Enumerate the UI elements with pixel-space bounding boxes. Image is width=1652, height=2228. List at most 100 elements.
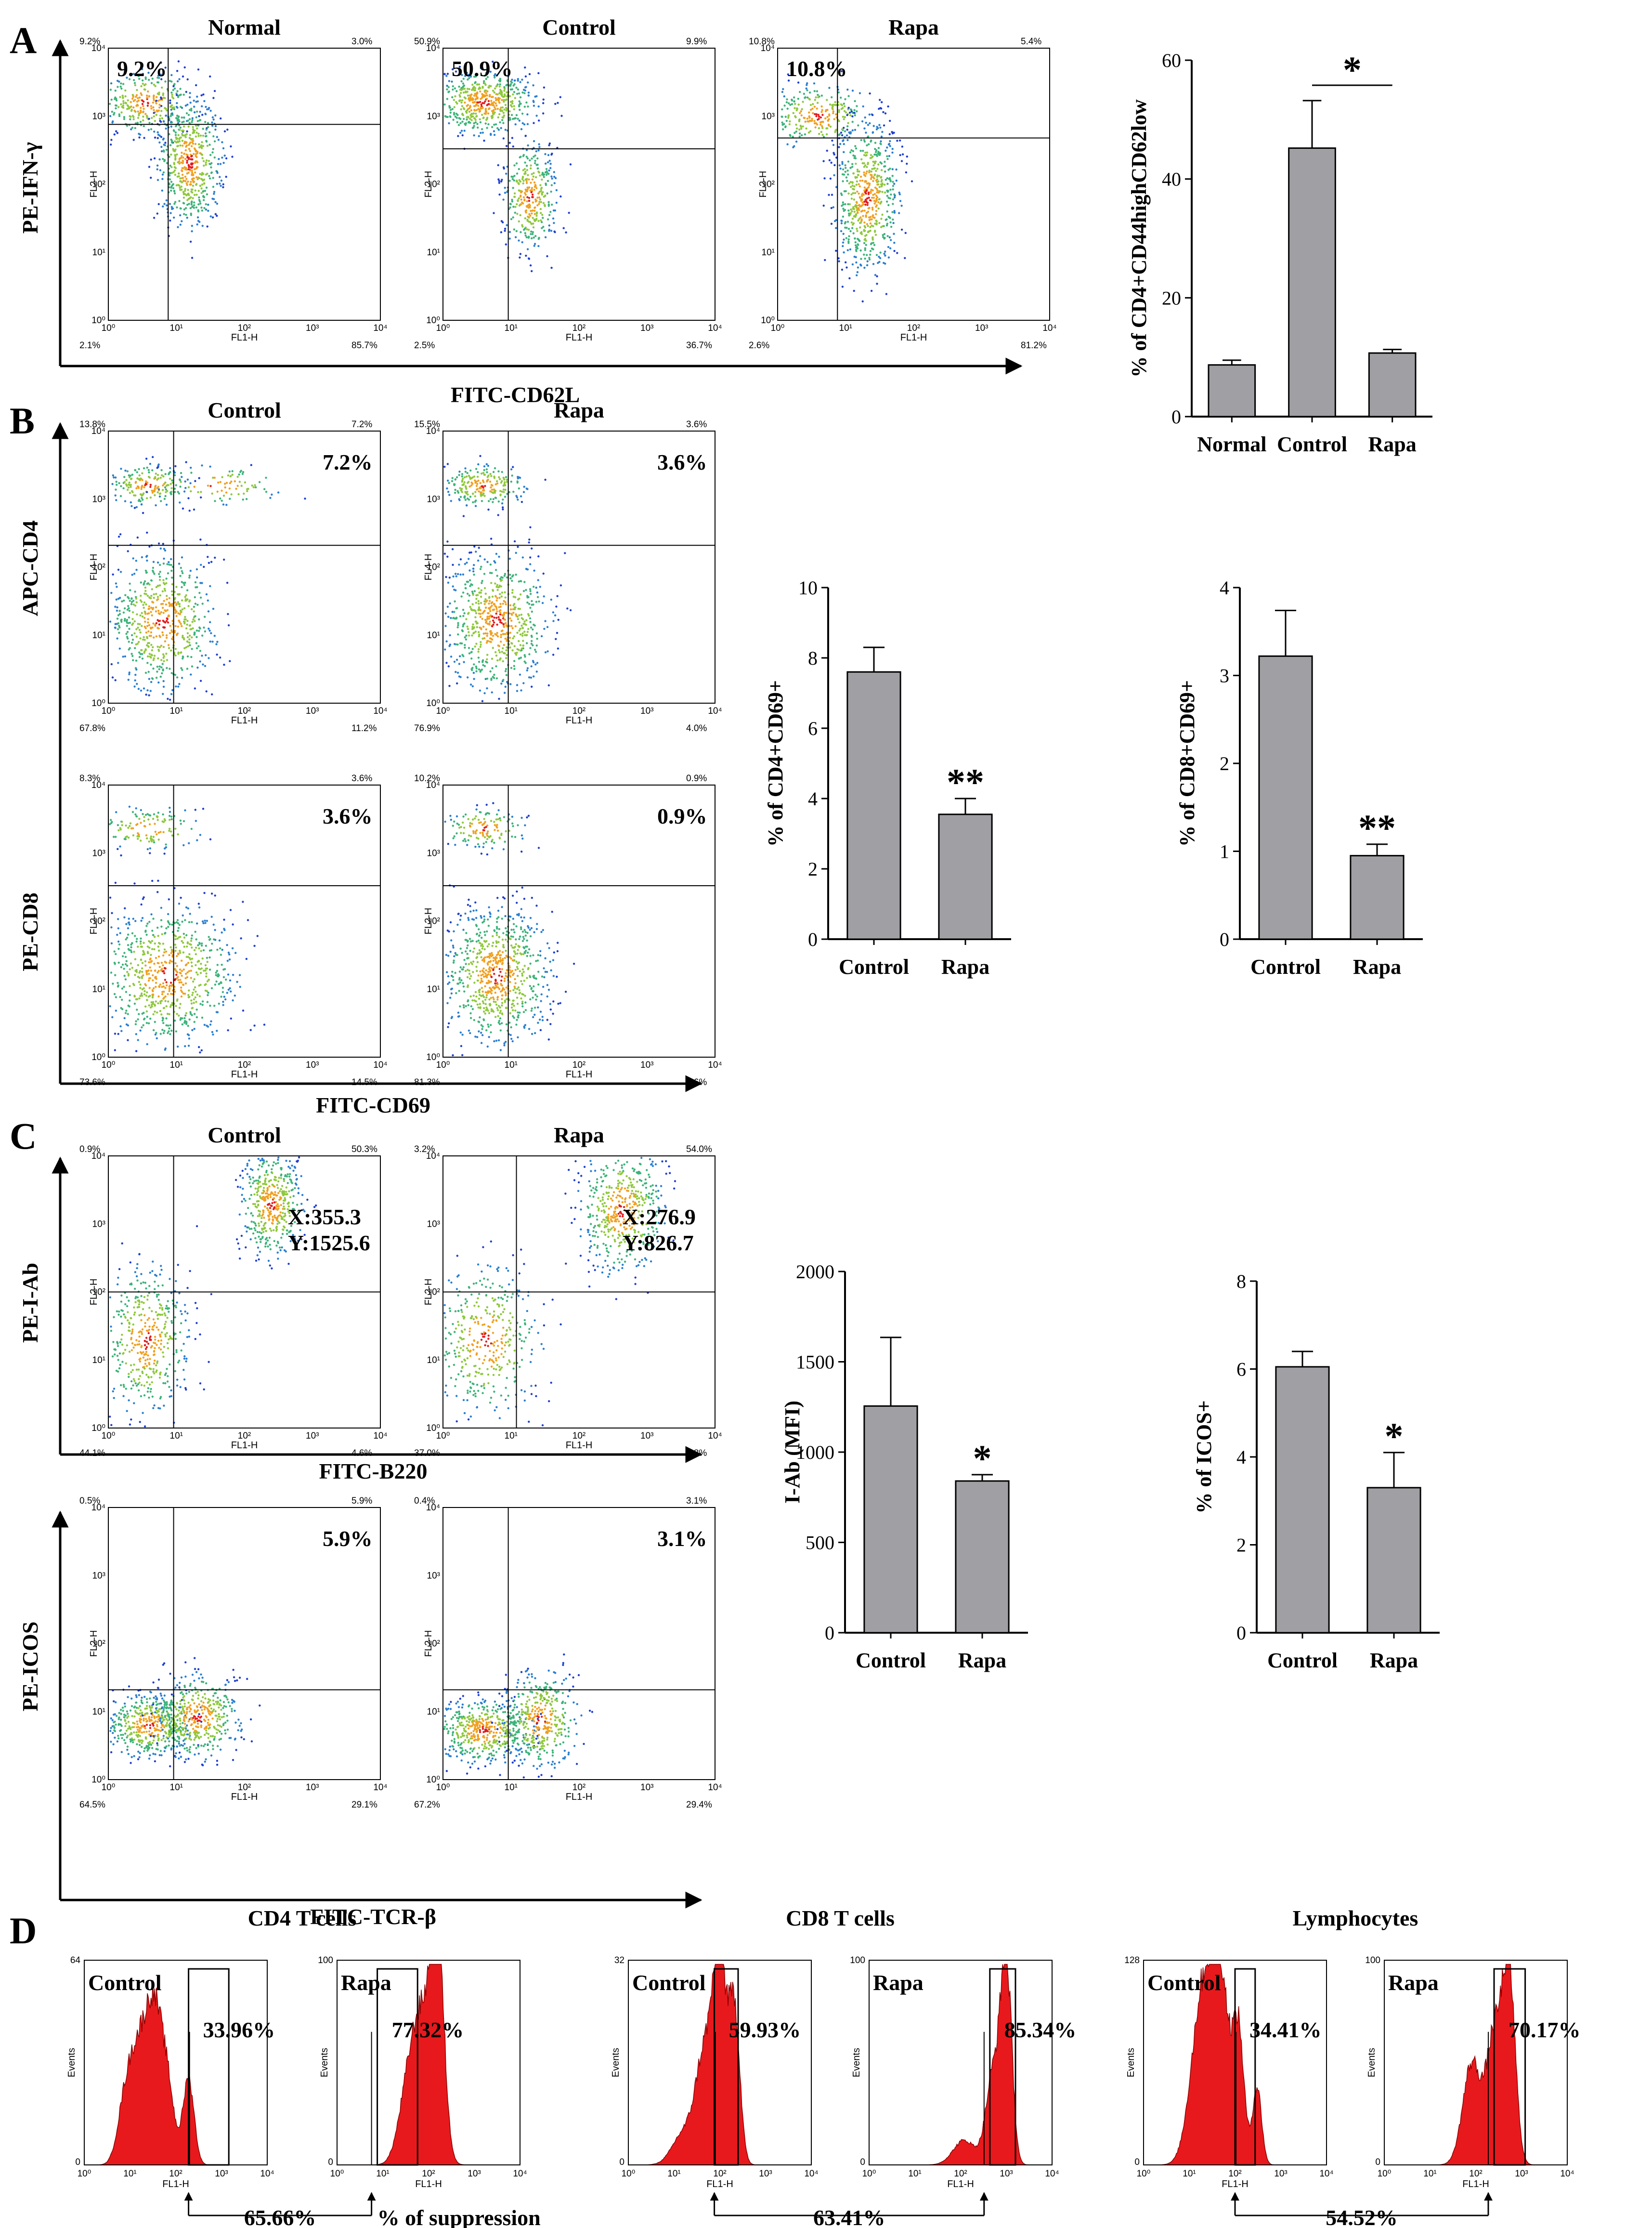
event-dot xyxy=(177,60,180,63)
event-dot xyxy=(870,289,873,292)
event-dot xyxy=(117,598,120,600)
event-dot xyxy=(169,819,171,821)
event-dot xyxy=(869,222,872,225)
event-dot xyxy=(529,617,532,620)
event-dot xyxy=(484,485,486,487)
event-dot xyxy=(181,155,183,157)
dot-cloud xyxy=(108,60,234,259)
event-dot xyxy=(179,129,181,131)
event-dot xyxy=(479,118,481,120)
event-dot xyxy=(210,632,212,634)
event-dot xyxy=(189,166,192,169)
corner-pct-tl: 50.9% xyxy=(414,37,440,47)
event-dot xyxy=(149,463,152,465)
event-dot xyxy=(546,161,549,164)
event-dot xyxy=(130,597,133,600)
event-dot xyxy=(517,200,519,202)
event-dot xyxy=(129,822,132,825)
event-dot xyxy=(213,476,216,479)
event-dot xyxy=(842,116,845,118)
event-dot xyxy=(532,217,534,219)
event-dot xyxy=(154,136,156,139)
event-dot xyxy=(465,475,468,478)
event-dot xyxy=(174,148,177,151)
event-dot xyxy=(513,192,516,195)
event-dot xyxy=(494,111,496,114)
event-dot xyxy=(490,475,493,477)
event-dot xyxy=(525,149,528,151)
event-dot xyxy=(115,598,117,601)
event-dot xyxy=(463,496,466,498)
event-dot xyxy=(109,819,112,821)
event-dot xyxy=(169,491,172,494)
event-dot xyxy=(238,481,241,483)
event-dot xyxy=(477,648,480,651)
event-dot xyxy=(475,481,477,483)
event-dot xyxy=(181,974,183,977)
event-dot xyxy=(194,620,196,622)
event-dot xyxy=(166,617,168,620)
event-dot xyxy=(491,615,494,618)
event-dot xyxy=(505,145,508,147)
event-dot xyxy=(533,624,536,627)
corner-pct-tr: 9.9% xyxy=(686,37,707,47)
event-dot xyxy=(148,79,150,81)
event-dot xyxy=(471,685,474,688)
event-dot xyxy=(147,469,150,472)
event-dot xyxy=(877,147,880,149)
event-dot xyxy=(182,655,184,658)
event-dot xyxy=(192,177,194,180)
event-dot xyxy=(169,807,171,809)
event-dot xyxy=(859,180,861,182)
event-dot xyxy=(148,977,151,980)
event-dot xyxy=(446,555,449,558)
event-dot xyxy=(482,488,485,491)
event-dot xyxy=(833,220,836,223)
event-dot xyxy=(208,163,211,165)
event-dot xyxy=(223,154,226,157)
event-dot xyxy=(530,223,533,225)
event-dot xyxy=(147,582,149,585)
event-dot xyxy=(506,493,508,495)
y-tick-label: 10⁴ xyxy=(91,43,105,53)
event-dot xyxy=(881,101,883,104)
event-dot xyxy=(870,154,872,157)
event-dot xyxy=(532,661,535,664)
event-dot xyxy=(212,118,215,121)
event-dot xyxy=(518,119,521,122)
event-dot xyxy=(185,461,187,463)
event-dot xyxy=(475,602,478,604)
event-dot xyxy=(885,219,887,221)
event-dot xyxy=(521,79,523,81)
event-dot xyxy=(860,218,863,221)
event-dot xyxy=(448,685,451,687)
event-dot xyxy=(858,204,860,207)
event-dot xyxy=(489,94,491,96)
event-dot xyxy=(201,464,203,467)
event-dot xyxy=(880,135,883,138)
event-dot xyxy=(505,603,507,605)
event-dot xyxy=(491,116,494,118)
event-dot xyxy=(881,191,884,193)
event-dot xyxy=(153,115,155,118)
event-dot xyxy=(478,668,481,671)
event-dot xyxy=(519,593,522,596)
event-dot xyxy=(524,66,526,69)
event-dot xyxy=(876,176,879,178)
event-dot xyxy=(533,213,536,215)
event-dot xyxy=(829,103,832,106)
event-dot xyxy=(499,89,502,91)
event-dot xyxy=(469,683,472,686)
event-dot xyxy=(199,660,201,663)
event-dot xyxy=(471,584,473,586)
event-dot xyxy=(800,126,802,128)
event-dot xyxy=(887,204,890,207)
event-dot xyxy=(201,224,204,227)
event-dot xyxy=(204,989,207,992)
event-dot xyxy=(492,492,494,494)
event-dot xyxy=(495,599,498,602)
event-dot xyxy=(210,561,213,563)
event-dot xyxy=(158,573,160,576)
event-dot xyxy=(211,216,214,219)
event-dot xyxy=(178,1007,181,1009)
